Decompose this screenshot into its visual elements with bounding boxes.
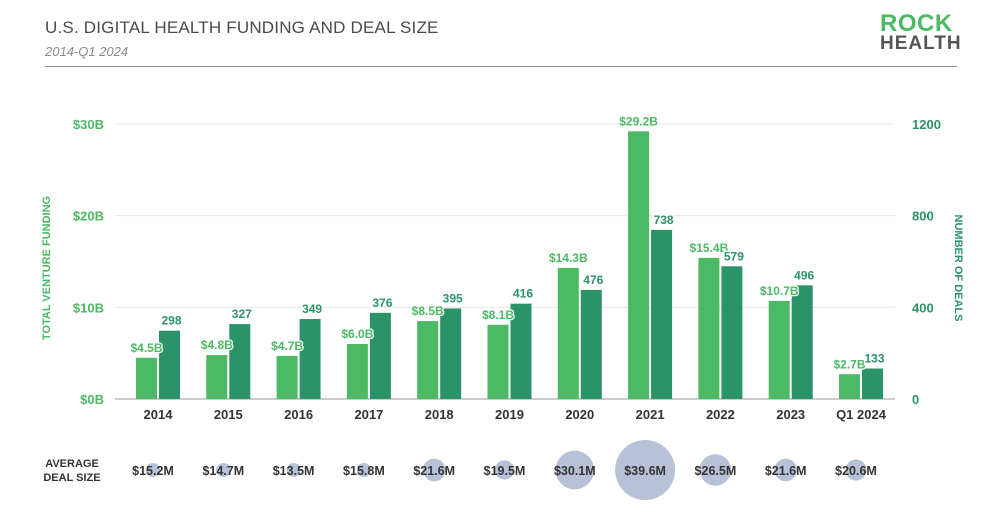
funding-bar [206,355,228,399]
x-tick-label: 2023 [776,407,805,422]
header-divider [45,66,957,67]
x-tick-label: 2017 [354,407,383,422]
avg-deal-size-label: $15.2M [132,464,174,478]
x-tick-label: 2014 [144,407,174,422]
deals-bar [299,319,321,399]
x-tick-label: 2015 [214,407,243,422]
avg-deal-size-label: $20.6M [835,464,877,478]
avg-deal-size-title-line1: AVERAGE [45,458,99,470]
deals-bar [791,285,813,399]
avg-deal-size-label: $30.1M [554,464,596,478]
avg-deal-size-bubble [699,454,732,486]
deals-bar [651,229,673,399]
y-tick-left: $20B [73,209,104,224]
x-tick-label: 2022 [706,407,735,422]
y-axis-label-right: NUMBER OF DEALS [952,215,964,322]
chart-subtitle: 2014-Q1 2024 [45,44,129,59]
avg-deal-size-title-line2: DEAL SIZE [43,472,100,484]
y-tick-right: 400 [912,300,934,315]
deals-bar [721,266,743,399]
y-tick-right: 0 [912,392,919,407]
x-tick-label: 2018 [425,407,454,422]
funding-value-label: $14.3B [549,251,588,265]
x-tick-label: 2020 [565,407,594,422]
funding-bar [698,257,720,399]
funding-value-label: $15.4B [690,241,729,255]
deals-value-label: 579 [724,249,744,263]
avg-deal-size-label: $13.5M [273,464,315,478]
avg-deal-size-bubble [422,458,446,482]
avg-deal-size-label: $15.8M [343,464,385,478]
avg-deal-size-bubble [615,440,676,500]
deals-value-label: 349 [302,302,322,316]
deals-value-label: 496 [794,268,814,282]
avg-deal-size-label: $14.7M [202,464,244,478]
logo-line-1: ROCK [880,10,953,37]
funding-value-label: $6.0B [341,327,373,341]
chart-title: U.S. DIGITAL HEALTH FUNDING AND DEAL SIZ… [45,18,439,37]
funding-bar [346,344,368,399]
funding-bar [839,374,860,399]
funding-bar [276,355,298,399]
deals-value-label: 298 [161,314,181,328]
avg-deal-size-label: $21.6M [765,464,807,478]
deals-value-label: 133 [864,352,884,366]
logo-line-2: HEALTH [880,33,962,54]
y-tick-left: $10B [73,300,104,315]
y-tick-right: 1200 [912,117,941,132]
deals-bar [862,368,883,399]
funding-bar [136,357,157,399]
avg-deal-size-label: $19.5M [484,464,526,478]
avg-deal-size-bubble [555,450,595,490]
deals-bar [440,308,462,399]
deals-value-label: 738 [654,213,674,227]
y-tick-left: $30B [73,117,104,132]
avg-deal-size-label: $39.6M [624,464,666,478]
avg-deal-size-bubble [356,463,371,477]
funding-value-label: $8.5B [412,304,444,318]
y-tick-left: $0B [80,392,104,407]
x-tick-label: Q1 2024 [836,407,887,422]
deals-value-label: 327 [232,307,252,321]
avg-deal-size-bubble [774,458,798,482]
funding-value-label: $2.7B [833,357,865,371]
funding-value-label: $29.2B [619,114,658,128]
avg-deal-size-bubble [286,463,301,477]
funding-value-label: $4.7B [271,339,303,353]
y-axis-label-left: TOTAL VENTURE FUNDING [41,196,53,340]
funding-bar [487,324,509,399]
funding-bar [628,131,650,400]
x-tick-label: 2016 [284,407,313,422]
avg-deal-size-bubble [146,463,160,477]
y-tick-right: 800 [912,209,934,224]
funding-value-label: $10.7B [760,284,799,298]
deals-value-label: 395 [443,291,463,305]
avg-deal-size-bubble [845,459,867,481]
x-tick-label: 2019 [495,407,524,422]
avg-deal-size-bubble [216,463,231,477]
deals-value-label: 376 [372,296,392,310]
deals-bar [369,312,391,399]
x-tick-label: 2021 [636,407,665,422]
avg-deal-size-label: $21.6M [413,464,455,478]
funding-bar [557,267,579,399]
deals-bar [580,289,602,399]
funding-value-label: $4.5B [130,341,162,355]
avg-deal-size-label: $26.5M [695,464,737,478]
deals-value-label: 476 [583,273,603,287]
deals-value-label: 416 [513,287,533,301]
rock-health-logo: ROCK HEALTH [880,10,962,54]
funding-bar [768,300,790,399]
funding-bar [417,321,439,399]
deals-bar [159,330,180,399]
avg-deal-size-bubble [494,460,515,480]
funding-value-label: $8.1B [482,308,514,322]
funding-value-label: $4.8B [201,338,233,352]
deals-bar [229,324,251,399]
deals-bar [510,303,532,399]
